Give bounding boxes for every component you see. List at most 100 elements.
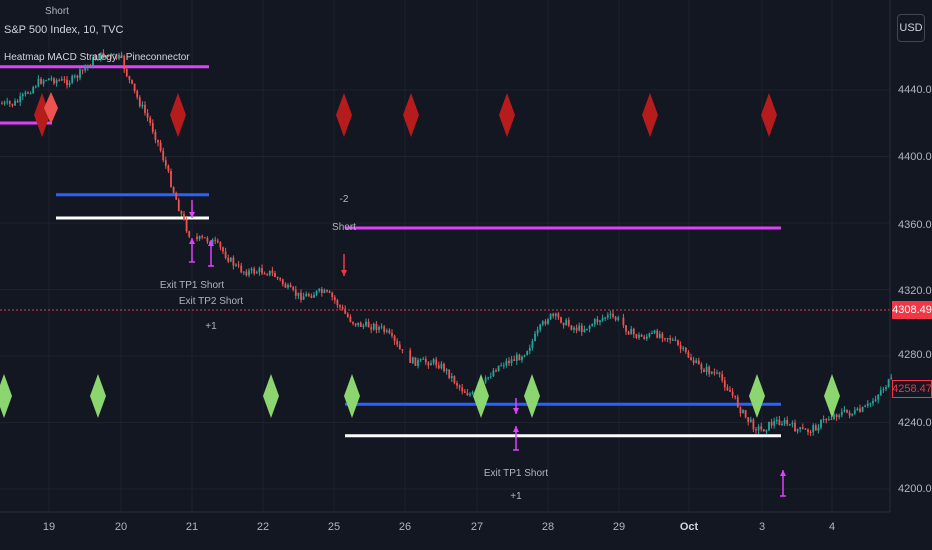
- candle-down: [149, 117, 152, 123]
- candle-down: [804, 428, 807, 430]
- candle-up: [851, 413, 854, 416]
- candle-up: [411, 357, 414, 363]
- candle-down: [391, 333, 393, 336]
- date-label: 19: [42, 521, 56, 533]
- date-label: 22: [256, 521, 270, 533]
- candle-down: [443, 363, 445, 372]
- candle-up: [578, 325, 581, 331]
- price-label: 4240.00: [898, 417, 932, 429]
- candle-down: [848, 412, 851, 416]
- candle-up: [323, 289, 326, 293]
- candle-down: [700, 364, 703, 370]
- strategy-title[interactable]: Heatmap MACD Strategy - Pineconnector: [4, 52, 190, 63]
- buy-signal-diamond: [524, 374, 540, 418]
- candle-up: [604, 317, 607, 319]
- sell-signal-diamond: [336, 93, 352, 137]
- candle-down: [731, 391, 734, 396]
- candle-down: [276, 277, 279, 279]
- candle-down: [835, 414, 838, 418]
- candle-down: [456, 382, 458, 386]
- candle-up: [653, 330, 656, 334]
- candle-down: [175, 192, 178, 200]
- candle-up: [645, 336, 648, 339]
- candle-down: [346, 313, 349, 318]
- candle-down: [81, 69, 84, 71]
- candle-up: [440, 363, 443, 369]
- candle-up: [617, 317, 620, 320]
- candle-up: [47, 78, 50, 81]
- candle-down: [131, 79, 133, 84]
- candle-up: [471, 391, 474, 394]
- candle-up: [29, 93, 32, 95]
- candle-up: [716, 372, 718, 374]
- candle-down: [196, 236, 198, 240]
- candle-down: [331, 292, 334, 298]
- currency-button[interactable]: USD: [897, 14, 925, 42]
- candle-up: [492, 370, 495, 377]
- candle-down: [664, 338, 666, 340]
- date-label: 27: [470, 521, 484, 533]
- candle-down: [170, 171, 172, 188]
- candle-down: [349, 317, 352, 322]
- candle-up: [6, 101, 9, 103]
- symbol-title[interactable]: S&P 500 Index, 10, TVC: [4, 24, 124, 36]
- candle-up: [313, 294, 315, 298]
- candle-down: [159, 142, 162, 151]
- candle-up: [487, 377, 490, 379]
- candle-down: [240, 265, 243, 273]
- candle-up: [534, 333, 536, 341]
- candle-down: [326, 289, 328, 292]
- candle-down: [760, 426, 763, 430]
- candle-down: [786, 419, 789, 425]
- candle-up: [791, 422, 794, 425]
- candle-down: [63, 79, 66, 81]
- candle-up: [71, 75, 74, 83]
- candle-up: [362, 325, 365, 327]
- candle-down: [518, 354, 521, 361]
- candle-down: [177, 199, 180, 212]
- date-label: 25: [327, 521, 341, 533]
- sell-signal-diamond: [642, 93, 658, 137]
- candle-up: [840, 411, 843, 416]
- candle-down: [825, 419, 828, 421]
- candle-down: [310, 295, 313, 298]
- candle-up: [765, 430, 768, 432]
- candle-up: [606, 315, 609, 318]
- candle-down: [687, 352, 690, 358]
- candle-down: [289, 284, 292, 288]
- candle-up: [97, 59, 100, 61]
- candle-up: [788, 424, 791, 426]
- candle-down: [237, 264, 240, 266]
- candle-up: [118, 54, 120, 59]
- candle-down: [388, 330, 391, 334]
- candle-down: [307, 293, 310, 296]
- date-label: 20: [114, 521, 128, 533]
- exit-arrow-head: [780, 470, 786, 476]
- candle-up: [783, 419, 786, 424]
- candle-up: [742, 409, 744, 414]
- candle-up: [14, 101, 16, 106]
- candle-down: [300, 292, 302, 300]
- candle-up: [583, 329, 586, 333]
- candle-down: [466, 392, 469, 396]
- candle-up: [609, 313, 612, 316]
- candle-down: [107, 55, 110, 57]
- candle-up: [869, 403, 872, 405]
- candle-down: [354, 323, 357, 326]
- price-label: 4400.00: [898, 151, 932, 163]
- candle-up: [749, 419, 752, 422]
- candle-down: [401, 349, 404, 351]
- candle-up: [799, 427, 802, 430]
- candle-down: [794, 422, 796, 432]
- candle-down: [562, 322, 565, 326]
- candle-up: [34, 86, 37, 88]
- candle-up: [417, 360, 419, 366]
- candle-down: [167, 165, 170, 172]
- candle-up: [710, 371, 713, 374]
- candle-down: [157, 139, 159, 143]
- candle-down: [245, 271, 248, 276]
- candle-down: [8, 101, 11, 104]
- candle-up: [19, 96, 22, 103]
